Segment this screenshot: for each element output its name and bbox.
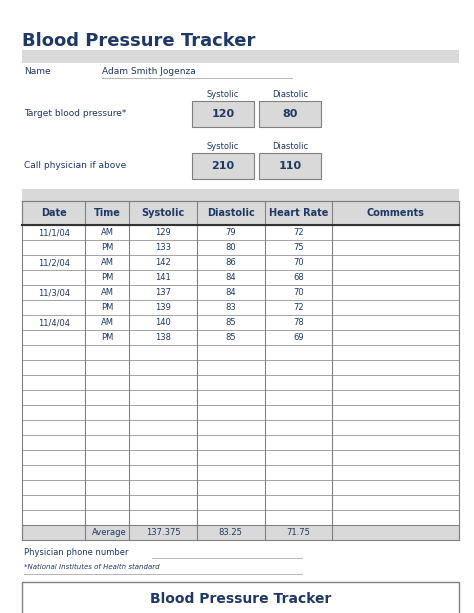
- Text: 78: 78: [293, 318, 304, 327]
- Text: Average: Average: [92, 528, 127, 537]
- Text: 72: 72: [293, 228, 304, 237]
- Text: Name: Name: [24, 67, 51, 77]
- Text: 133: 133: [155, 243, 171, 252]
- Bar: [192, 153, 254, 179]
- Text: 84: 84: [225, 288, 236, 297]
- Text: PM: PM: [101, 273, 113, 282]
- Text: 70: 70: [293, 288, 304, 297]
- Bar: [192, 101, 254, 127]
- Text: 75: 75: [293, 243, 304, 252]
- Text: 80: 80: [283, 109, 298, 119]
- Text: 138: 138: [155, 333, 171, 342]
- Text: 11/2/04: 11/2/04: [37, 258, 70, 267]
- Text: 72: 72: [293, 303, 304, 312]
- Text: 11/3/04: 11/3/04: [37, 288, 70, 297]
- Text: 68: 68: [293, 273, 304, 282]
- Text: 11/1/04: 11/1/04: [37, 228, 70, 237]
- Text: 129: 129: [155, 228, 171, 237]
- Text: 69: 69: [293, 333, 304, 342]
- Text: 142: 142: [155, 258, 171, 267]
- Text: Physician phone number: Physician phone number: [24, 548, 128, 557]
- Text: 70: 70: [293, 258, 304, 267]
- Text: Diastolic: Diastolic: [272, 142, 308, 151]
- Text: 110: 110: [278, 161, 301, 171]
- Text: 86: 86: [225, 258, 236, 267]
- Text: PM: PM: [101, 303, 113, 312]
- Text: 137: 137: [155, 288, 171, 297]
- Text: Diastolic: Diastolic: [207, 208, 255, 218]
- Text: Blood Pressure Tracker: Blood Pressure Tracker: [150, 592, 331, 606]
- Text: 120: 120: [211, 109, 235, 119]
- Text: 139: 139: [155, 303, 171, 312]
- Text: Systolic: Systolic: [207, 142, 239, 151]
- Text: Date: Date: [41, 208, 66, 218]
- Text: 141: 141: [155, 273, 171, 282]
- Text: 80: 80: [225, 243, 236, 252]
- Text: Diastolic: Diastolic: [272, 90, 308, 99]
- Text: 85: 85: [225, 333, 236, 342]
- Text: *National Institutes of Health standard: *National Institutes of Health standard: [24, 564, 160, 570]
- Text: AM: AM: [100, 228, 114, 237]
- Text: 140: 140: [155, 318, 171, 327]
- Text: Call physician if above: Call physician if above: [24, 161, 126, 170]
- Text: Systolic: Systolic: [141, 208, 184, 218]
- Text: 11/4/04: 11/4/04: [37, 318, 70, 327]
- Text: 71.75: 71.75: [286, 528, 310, 537]
- Text: 84: 84: [225, 273, 236, 282]
- Text: 85: 85: [225, 318, 236, 327]
- Text: 210: 210: [211, 161, 235, 171]
- Bar: [22, 201, 459, 225]
- Bar: [259, 153, 321, 179]
- Text: AM: AM: [100, 318, 114, 327]
- Text: 137.375: 137.375: [146, 528, 180, 537]
- Text: AM: AM: [100, 258, 114, 267]
- Text: Heart Rate: Heart Rate: [269, 208, 328, 218]
- Text: Blood Pressure Tracker: Blood Pressure Tracker: [22, 32, 255, 50]
- Text: Target blood pressure*: Target blood pressure*: [24, 110, 127, 118]
- Bar: [22, 582, 459, 613]
- Text: Adam Smith Jogenza: Adam Smith Jogenza: [102, 67, 196, 77]
- Text: PM: PM: [101, 243, 113, 252]
- Bar: [22, 189, 459, 201]
- Text: 79: 79: [225, 228, 236, 237]
- Text: 83: 83: [225, 303, 236, 312]
- Bar: [259, 101, 321, 127]
- Bar: [22, 50, 459, 63]
- Bar: [22, 525, 459, 540]
- Text: Time: Time: [94, 208, 121, 218]
- Text: PM: PM: [101, 333, 113, 342]
- Text: Comments: Comments: [367, 208, 425, 218]
- Text: Systolic: Systolic: [207, 90, 239, 99]
- Text: AM: AM: [100, 288, 114, 297]
- Text: 83.25: 83.25: [219, 528, 243, 537]
